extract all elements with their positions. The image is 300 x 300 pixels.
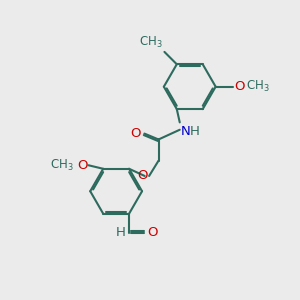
Text: O: O: [77, 159, 88, 172]
Text: O: O: [137, 169, 148, 182]
Text: O: O: [130, 127, 140, 140]
Text: O: O: [234, 80, 244, 93]
Text: H: H: [190, 125, 199, 138]
Text: O: O: [147, 226, 158, 239]
Text: CH$_3$: CH$_3$: [139, 35, 163, 50]
Text: CH$_3$: CH$_3$: [50, 158, 74, 173]
Text: H: H: [115, 226, 125, 239]
Text: N: N: [180, 125, 190, 138]
Text: CH$_3$: CH$_3$: [246, 79, 269, 94]
